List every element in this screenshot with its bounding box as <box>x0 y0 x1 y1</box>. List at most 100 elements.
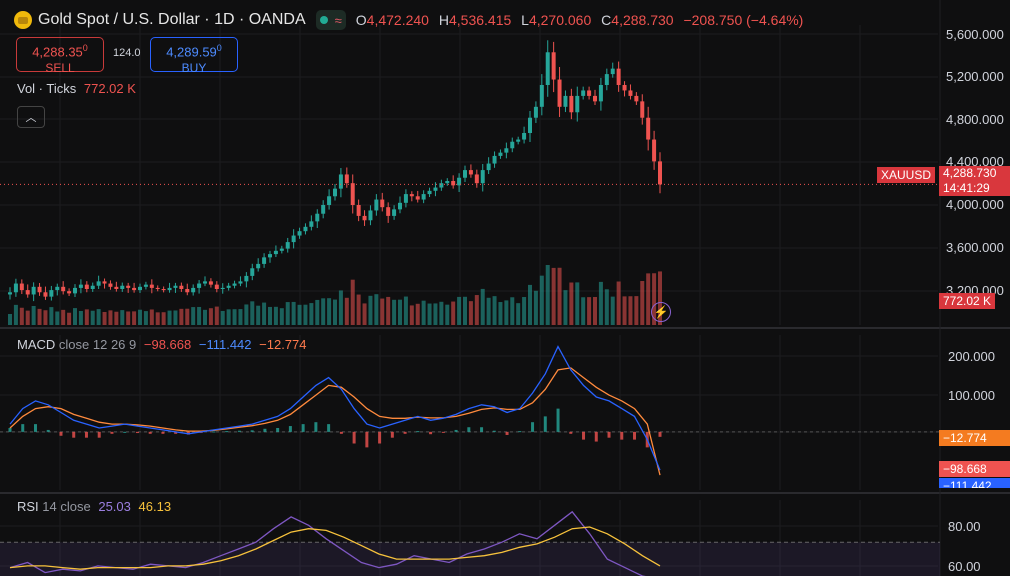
macd-histogram-bar <box>352 431 356 444</box>
macd-value-3: −12.774 <box>259 337 307 352</box>
price-candle <box>132 287 137 291</box>
volume-bar <box>43 310 48 325</box>
volume-bar <box>244 304 249 325</box>
price-candle <box>291 235 296 243</box>
volume-bar <box>338 290 343 325</box>
price-candle <box>640 101 645 118</box>
close-value: 4,288.730 <box>611 12 674 28</box>
volume-bar <box>13 304 18 325</box>
macd-histogram-bar <box>543 416 547 432</box>
volume-bar <box>262 302 267 325</box>
price-candle <box>421 194 426 200</box>
macd-histogram-bar <box>21 424 25 432</box>
macd-histogram-bar <box>148 431 152 434</box>
volume-bar <box>149 309 154 325</box>
open-value: 4,472.240 <box>366 12 429 28</box>
volume-bar <box>539 275 544 325</box>
macd-line-tag: −98.668 <box>939 461 1010 477</box>
change-value: −208.750 (−4.64%) <box>683 12 804 28</box>
volume-bar <box>232 309 237 325</box>
macd-histogram-bar <box>620 431 624 440</box>
price-candle <box>533 106 538 118</box>
volume-bar <box>533 290 538 325</box>
price-candle <box>185 289 190 293</box>
price-axis-tick: 3,600.000 <box>946 240 1004 255</box>
volume-bar <box>480 288 485 325</box>
volume-bar <box>640 281 645 325</box>
price-candle <box>333 188 337 197</box>
volume-bar <box>273 306 278 325</box>
sell-label: SELL <box>45 61 75 76</box>
volume-bar <box>197 306 202 325</box>
price-candle <box>49 290 54 297</box>
volume-bar <box>604 289 609 325</box>
macd-histogram-bar <box>467 427 471 432</box>
macd-legend[interactable]: MACD close 12 26 9 −98.668 −111.442 −12.… <box>17 337 307 352</box>
ohlc-values: O4,472.240 H4,536.415 L4,270.060 C4,288.… <box>356 12 810 28</box>
price-candle <box>593 95 597 102</box>
price-candle <box>238 281 243 284</box>
price-candle <box>368 210 373 221</box>
price-candle <box>451 181 456 186</box>
macd-line <box>9 345 661 471</box>
volume-bar <box>569 282 574 325</box>
price-candle <box>516 139 521 142</box>
volume-bar <box>451 301 456 325</box>
price-candle <box>474 174 479 184</box>
buy-price-sup: 0 <box>216 43 222 53</box>
macd-axis-tick: 200.000 <box>948 349 995 364</box>
high-label: H <box>438 12 449 28</box>
price-candle <box>232 283 237 286</box>
price-candle <box>250 268 255 276</box>
price-candle <box>120 285 125 289</box>
lightning-icon[interactable]: ⚡ <box>651 302 671 322</box>
volume-bar <box>575 282 580 325</box>
macd-params: close 12 26 9 <box>58 337 137 352</box>
price-candle <box>439 183 444 188</box>
price-candle <box>557 79 562 107</box>
collapse-legend-button[interactable]: ︿ <box>17 106 45 128</box>
price-candle <box>362 215 367 221</box>
volume-bar <box>528 284 532 325</box>
low-label: L <box>521 12 529 28</box>
macd-histogram-bar <box>429 431 433 435</box>
price-candle <box>652 139 657 162</box>
market-open-dot-icon <box>319 16 328 24</box>
volume-bar <box>303 304 308 325</box>
sell-button[interactable]: 4,288.350 SELL <box>16 37 104 75</box>
symbol-title[interactable]: Gold Spot / U.S. Dollar · 1D · OANDA <box>38 11 306 28</box>
volume-bar <box>191 307 196 325</box>
price-candle <box>43 292 48 297</box>
rsi-legend[interactable]: RSI 14 close 25.03 46.13 <box>17 499 171 514</box>
volume-bar <box>634 296 639 325</box>
price-candle <box>161 289 166 291</box>
bar-countdown: 14:41:29 <box>943 181 990 195</box>
macd-histogram-bar <box>480 427 484 432</box>
macd-histogram-bar <box>658 431 662 437</box>
volume-bar <box>557 267 562 325</box>
volume-bar <box>486 297 491 325</box>
market-status-pill[interactable]: ≈ <box>315 10 346 30</box>
macd-histogram-bar <box>84 431 88 438</box>
price-candle <box>628 90 633 96</box>
volume-bar <box>250 301 255 325</box>
macd-histogram-bar <box>518 431 522 433</box>
price-candle <box>575 95 580 113</box>
price-candle <box>179 285 184 289</box>
buy-button[interactable]: 4,289.590 BUY <box>150 37 238 75</box>
price-candle <box>143 284 148 287</box>
macd-histogram-bar <box>110 431 114 434</box>
volume-bar <box>238 309 243 325</box>
volume-bar <box>610 296 615 325</box>
price-candle <box>96 281 101 286</box>
volume-bar <box>90 310 95 325</box>
volume-legend[interactable]: Vol · Ticks 772.02 K <box>17 81 136 96</box>
price-candle <box>321 205 326 214</box>
macd-histogram-bar <box>237 430 241 432</box>
price-candle <box>108 283 113 287</box>
price-candle <box>315 213 320 222</box>
price-candle <box>374 199 379 211</box>
volume-bar <box>8 314 12 325</box>
price-candle <box>463 170 467 178</box>
